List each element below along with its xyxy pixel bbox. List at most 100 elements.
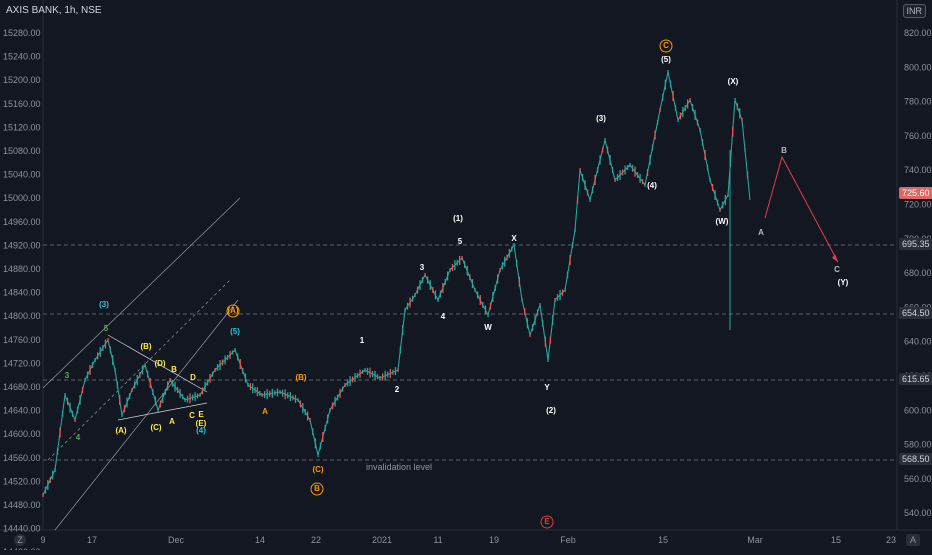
candle [459, 255, 461, 265]
candle [471, 279, 474, 289]
candle [354, 373, 356, 382]
candle [252, 383, 254, 394]
candle [184, 398, 186, 402]
wave-label: B [314, 484, 320, 493]
wave-label: 4 [441, 312, 446, 321]
forecast-path [764, 155, 839, 263]
candle [324, 425, 326, 431]
candle [667, 70, 669, 74]
candle [531, 324, 534, 331]
candle [276, 388, 279, 397]
wave-label: 5 [458, 237, 463, 246]
candle [336, 394, 339, 401]
candle [659, 108, 661, 112]
invalidation-label: invalidation level [366, 462, 432, 472]
right-axis-tick: 600.00 [904, 405, 932, 415]
candle [714, 190, 716, 200]
auto-scale-label: A [910, 535, 916, 545]
candle [314, 438, 317, 449]
candle [586, 189, 589, 196]
right-axis-tick: 640.00 [904, 337, 932, 347]
right-axis-tick: 680.00 [904, 268, 932, 278]
candle [224, 355, 226, 365]
candle [641, 179, 644, 185]
candle [141, 365, 144, 375]
candle [52, 470, 54, 480]
candle [451, 264, 454, 272]
wave-label: 3 [65, 371, 70, 380]
left-axis-tick: 14640.00 [3, 406, 41, 416]
candle [599, 155, 601, 165]
wave-label: (A) [227, 306, 238, 315]
candle [47, 480, 49, 490]
wave-label: A [262, 407, 268, 416]
candle [414, 293, 416, 297]
candle [61, 410, 64, 417]
x-axis-tick: 9 [40, 535, 45, 545]
candle [456, 259, 458, 266]
candle [356, 373, 359, 379]
left-axis-tick: 14480.00 [3, 500, 41, 510]
wave-label: (C) [312, 465, 323, 474]
wave-label: (D) [154, 359, 165, 368]
left-axis-tick: 15160.00 [3, 99, 41, 109]
candle [746, 171, 749, 179]
candle [66, 397, 69, 405]
candle [244, 373, 247, 383]
wave-label: 1 [360, 336, 365, 345]
candle [171, 379, 174, 387]
chart-title: AXIS BANK, 1h, NSE [6, 5, 102, 16]
auto-scale-icon[interactable] [906, 534, 920, 546]
candle [477, 291, 479, 299]
currency-badge[interactable]: INR [902, 4, 926, 18]
candle [649, 155, 651, 165]
candle [492, 292, 494, 302]
candle [379, 376, 381, 380]
candle [699, 128, 701, 132]
candle [374, 370, 376, 380]
candle [484, 305, 487, 315]
candle [74, 418, 76, 422]
candle [181, 394, 184, 400]
candle [201, 387, 204, 395]
candle [319, 442, 322, 450]
left-axis-tick: 14600.00 [3, 429, 41, 439]
candle [639, 173, 641, 183]
candle [59, 427, 61, 438]
price-tag: 725.60 [899, 187, 932, 199]
candle [727, 193, 729, 197]
candle [739, 108, 741, 119]
candle [701, 139, 704, 146]
candle [157, 408, 159, 412]
wave-label: 3 [420, 263, 425, 272]
candle [284, 389, 286, 400]
left-axis-tick: 15200.00 [3, 75, 41, 85]
right-axis-tick: 560.00 [904, 474, 932, 484]
candle [351, 376, 354, 383]
left-axis-tick: 14840.00 [3, 288, 41, 298]
candle [97, 352, 99, 360]
candle [139, 372, 141, 378]
candle [432, 287, 434, 293]
candle [327, 414, 329, 424]
candle [696, 119, 699, 126]
candle [102, 345, 104, 351]
candle [444, 279, 446, 285]
candle [339, 388, 341, 398]
left-axis-tick: 14960.00 [3, 217, 41, 227]
candle [574, 228, 576, 232]
settings-zoom-icon[interactable] [14, 534, 26, 546]
candle [159, 400, 162, 408]
candle [501, 262, 504, 270]
candle [309, 418, 311, 422]
right-axis-tick: 780.00 [904, 97, 932, 107]
candle [121, 413, 123, 417]
candle [399, 346, 402, 354]
triangle-lower [117, 402, 208, 421]
candle [369, 367, 371, 378]
wave-label: (3) [596, 114, 606, 123]
candle [489, 302, 492, 310]
